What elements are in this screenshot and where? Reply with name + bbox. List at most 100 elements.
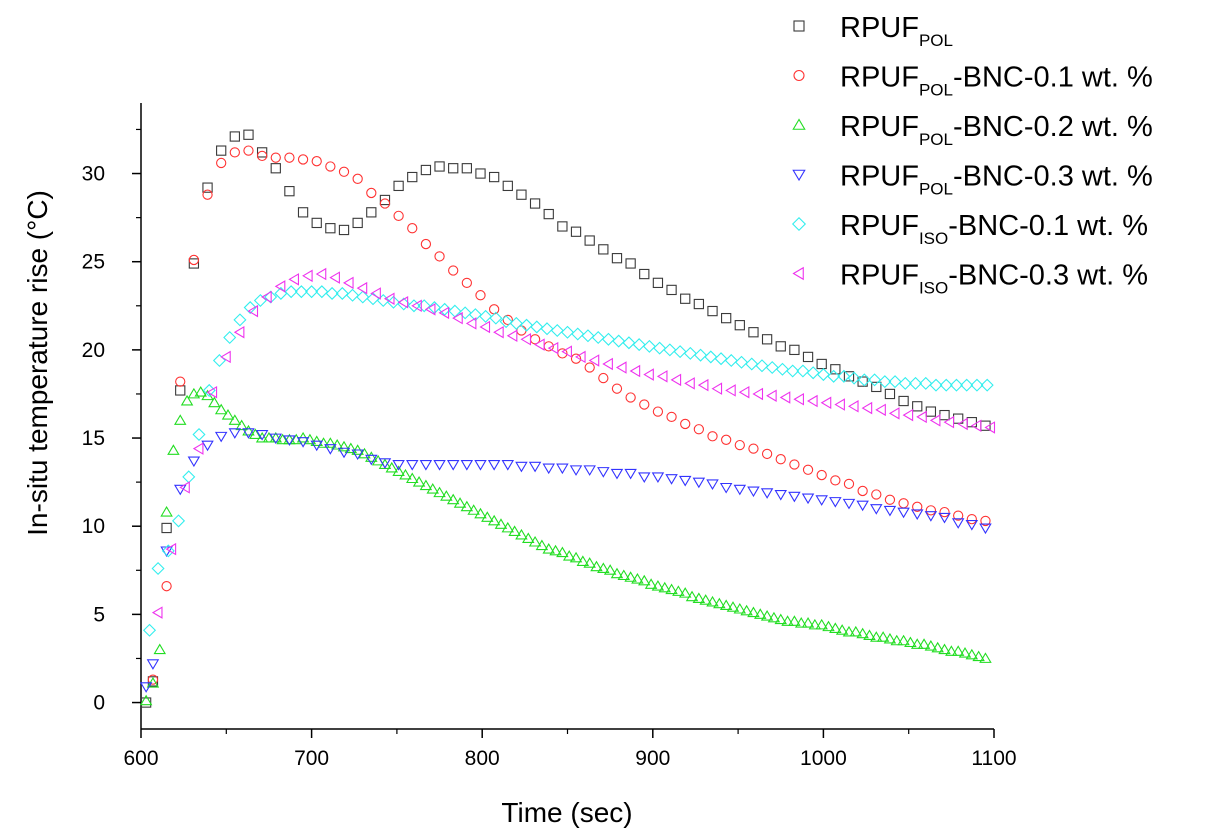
legend-marker — [792, 266, 804, 281]
data-point — [411, 299, 422, 313]
data-point — [670, 373, 682, 387]
data-point — [632, 338, 646, 352]
data-point — [397, 296, 409, 309]
data-point — [789, 459, 800, 470]
data-point — [949, 378, 963, 392]
data-point — [706, 595, 719, 607]
data-point — [704, 350, 718, 364]
data-point — [187, 456, 201, 468]
data-point — [229, 147, 240, 158]
data-point — [830, 364, 841, 375]
data-point — [392, 465, 405, 477]
series-square — [140, 129, 991, 708]
y-tick-label: 25 — [82, 251, 105, 274]
data-point — [761, 334, 773, 345]
data-point — [556, 546, 569, 558]
data-point — [192, 427, 206, 442]
data-point — [738, 385, 750, 399]
data-point — [356, 281, 368, 295]
data-point — [754, 608, 767, 619]
data-point — [638, 574, 651, 586]
data-point — [868, 373, 882, 387]
data-point — [399, 468, 412, 480]
data-point — [452, 311, 463, 325]
data-point — [774, 613, 788, 625]
data-point — [584, 362, 595, 373]
data-point — [748, 327, 759, 338]
legend-label: RPUFPOL — [840, 12, 953, 50]
data-point — [501, 460, 515, 471]
data-point — [561, 345, 572, 358]
series-triangle-left — [151, 267, 996, 619]
data-point — [897, 634, 910, 646]
data-point — [680, 293, 691, 304]
data-point — [324, 444, 337, 455]
data-point — [262, 431, 276, 443]
data-point — [179, 481, 190, 494]
data-point — [325, 286, 339, 300]
data-point — [820, 396, 832, 410]
data-point — [560, 325, 575, 339]
data-point — [358, 447, 371, 459]
data-point — [902, 408, 914, 422]
data-point — [725, 384, 736, 397]
y-tick-label: 10 — [82, 515, 105, 538]
data-point — [747, 486, 760, 498]
data-point — [972, 650, 985, 662]
data-point — [433, 460, 446, 471]
data-point — [692, 477, 706, 489]
data-point — [943, 415, 955, 429]
data-point — [822, 620, 835, 632]
data-point — [734, 439, 745, 451]
data-point — [520, 318, 534, 332]
data-point — [479, 320, 491, 334]
data-point — [615, 361, 627, 374]
data-point — [329, 271, 340, 284]
data-point — [760, 610, 774, 621]
data-point — [220, 350, 231, 364]
data-point — [283, 435, 296, 446]
data-point — [562, 550, 576, 561]
data-point — [474, 507, 487, 519]
data-point — [591, 331, 605, 345]
data-point — [370, 287, 381, 300]
axes: 600 700 800 900 1000 1100 0 5 10 15 20 25 30 — [82, 103, 1017, 770]
legend-label-tail: -BNC-0.1 wt. % — [953, 62, 1153, 94]
data-point — [153, 643, 167, 655]
data-point — [337, 447, 351, 459]
data-point — [365, 451, 378, 462]
data-point — [639, 268, 650, 280]
data-point — [550, 323, 564, 338]
data-point — [406, 472, 419, 484]
data-point — [216, 145, 227, 156]
legend-label-tail: -BNC-0.1 wt. % — [948, 210, 1148, 242]
data-point — [233, 325, 245, 339]
data-point — [489, 311, 503, 325]
data-point — [315, 285, 329, 299]
data-point — [842, 625, 856, 637]
data-point — [424, 303, 436, 316]
data-point — [793, 392, 804, 406]
data-point — [957, 417, 968, 431]
data-point — [324, 437, 337, 448]
data-point — [223, 331, 237, 345]
data-point — [802, 464, 814, 475]
legend-label-subscript: POL — [919, 130, 953, 149]
data-point — [951, 518, 965, 529]
data-point — [788, 491, 801, 503]
legend-label-subscript: POL — [919, 31, 953, 50]
data-point — [438, 306, 450, 320]
data-point — [816, 469, 827, 481]
data-point — [420, 164, 432, 176]
data-point — [461, 277, 472, 289]
data-point — [385, 461, 399, 473]
data-point — [883, 505, 897, 517]
data-point — [658, 581, 671, 593]
legend-marker — [792, 118, 806, 130]
data-point — [827, 369, 841, 383]
data-point — [829, 622, 842, 633]
data-point — [953, 510, 964, 521]
data-point — [721, 434, 732, 445]
y-tick-label: 20 — [82, 339, 105, 362]
